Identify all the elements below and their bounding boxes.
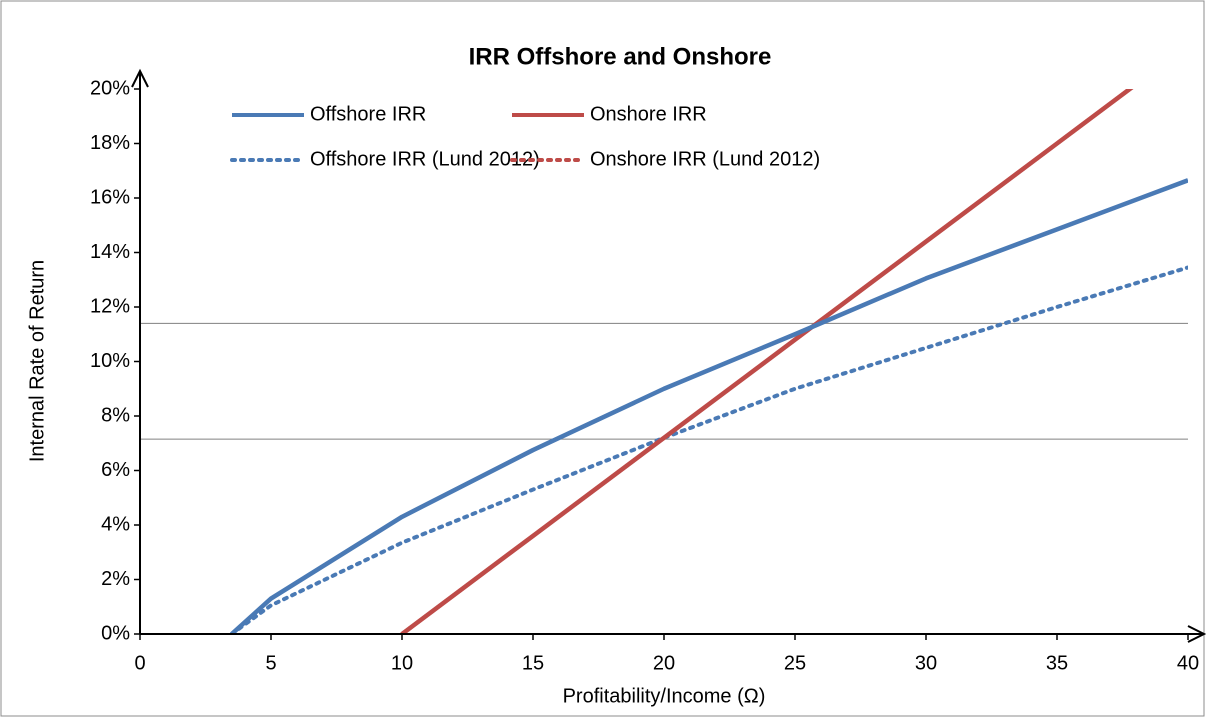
y-tick-label: 2% xyxy=(101,568,130,590)
x-tick-label: 0 xyxy=(134,652,145,674)
legend-label: Onshore IRR (Lund 2012) xyxy=(590,148,820,170)
y-tick-label: 4% xyxy=(101,513,130,535)
legend-label: Offshore IRR (Lund 2012) xyxy=(310,148,540,170)
y-tick-label: 12% xyxy=(90,295,130,317)
plot-lines xyxy=(229,89,1188,634)
x-tick-label: 40 xyxy=(1177,652,1199,674)
series-line xyxy=(230,178,1188,634)
x-tick-label: 20 xyxy=(653,652,675,674)
y-axis-arrow xyxy=(131,68,149,88)
x-tick-label: 15 xyxy=(522,652,544,674)
x-axis-arrow xyxy=(1187,625,1206,643)
y-tick-label: 20% xyxy=(90,77,130,99)
x-tick-label: 35 xyxy=(1046,652,1068,674)
legend-label: Onshore IRR xyxy=(590,103,707,125)
x-tick-label: 30 xyxy=(915,652,937,674)
y-tick-label: 18% xyxy=(90,132,130,154)
chart-title: IRR Offshore and Onshore xyxy=(469,43,772,70)
y-tick-label: 6% xyxy=(101,459,130,481)
x-tick-label: 5 xyxy=(265,652,276,674)
x-tick-label: 10 xyxy=(391,652,413,674)
series-line xyxy=(400,89,1134,634)
x-tick-label: 25 xyxy=(784,652,806,674)
y-tick-label: 0% xyxy=(101,622,130,644)
y-axis-label: Internal Rate of Return xyxy=(26,260,48,462)
y-tick-label: 16% xyxy=(90,186,130,208)
y-tick-label: 14% xyxy=(90,241,130,263)
y-tick-label: 10% xyxy=(90,350,130,372)
y-tick-label: 8% xyxy=(101,404,130,426)
x-axis-label: Profitability/Income (Ω) xyxy=(563,685,766,707)
legend-label: Offshore IRR xyxy=(310,103,426,125)
